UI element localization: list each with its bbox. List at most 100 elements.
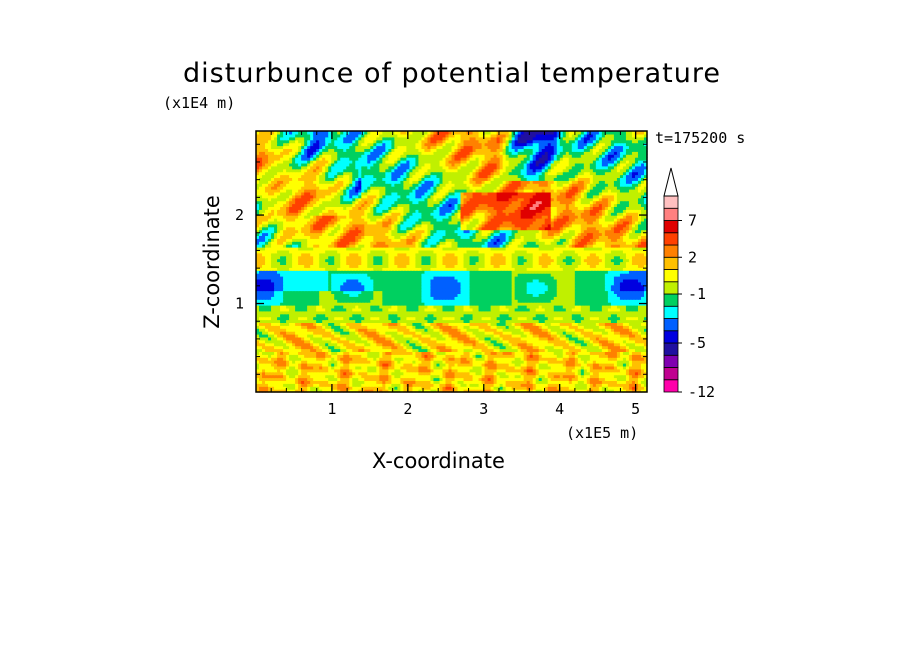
contour-cell xyxy=(259,281,263,286)
contour-cell xyxy=(433,307,438,312)
contour-cell xyxy=(343,348,347,352)
contour-cell xyxy=(625,290,630,294)
contour-cell xyxy=(388,357,392,361)
contour-cell xyxy=(580,319,585,323)
contour-cell xyxy=(277,368,281,373)
contour-cell xyxy=(343,386,347,390)
contour-cell xyxy=(364,322,368,326)
contour-cell xyxy=(583,313,588,318)
contour-cell xyxy=(604,307,609,312)
contour-cell xyxy=(370,299,374,303)
contour-cell xyxy=(286,368,290,373)
contour-cell xyxy=(349,357,353,361)
contour-cell xyxy=(628,363,633,367)
contour-cell xyxy=(442,331,447,335)
contour-cell xyxy=(262,360,266,364)
contour-cell xyxy=(337,305,341,309)
contour-cell xyxy=(298,357,302,361)
contour-cell xyxy=(550,287,555,292)
contour-cell xyxy=(598,313,603,318)
contour-cell xyxy=(259,319,263,323)
contour-cell xyxy=(313,386,317,390)
contour-cell xyxy=(427,313,432,318)
contour-cell xyxy=(424,348,429,352)
contour-cell xyxy=(370,371,374,376)
contour-cell xyxy=(262,377,266,381)
contour-cell xyxy=(511,389,516,393)
contour-cell xyxy=(532,374,537,379)
contour-cell xyxy=(259,342,263,347)
contour-cell xyxy=(553,310,558,315)
contour-cell xyxy=(358,334,362,338)
contour-cell xyxy=(349,305,353,309)
contour-cell xyxy=(487,360,492,364)
contour-cell xyxy=(502,305,507,309)
contour-cell xyxy=(568,386,573,390)
contour-cell xyxy=(298,354,302,358)
contour-cell xyxy=(583,348,588,352)
contour-cell xyxy=(643,287,648,292)
contour-cell xyxy=(625,342,630,347)
contour-cell xyxy=(541,336,546,341)
contour-cell xyxy=(637,296,642,300)
contour-cell xyxy=(394,351,398,355)
contour-cell xyxy=(613,296,618,300)
contour-cell xyxy=(595,281,600,286)
contour-cell xyxy=(583,310,588,315)
contour-cell xyxy=(256,351,260,355)
contour-cell xyxy=(292,284,296,289)
contour-cell xyxy=(469,380,474,384)
contour-cell xyxy=(463,287,468,292)
contour-cell xyxy=(619,322,624,326)
contour-cell xyxy=(532,368,537,373)
contour-cell xyxy=(379,339,383,344)
contour-cell xyxy=(430,316,435,321)
contour-cell xyxy=(418,377,423,381)
contour-cell xyxy=(457,351,462,355)
contour-cell xyxy=(547,305,552,309)
contour-cell xyxy=(496,284,501,289)
contour-cell xyxy=(322,322,326,326)
contour-cell xyxy=(430,331,435,335)
contour-cell xyxy=(529,316,534,321)
contour-cell xyxy=(334,310,338,315)
contour-cell xyxy=(640,313,645,318)
contour-cell xyxy=(529,342,534,347)
contour-cell xyxy=(562,281,567,286)
contour-cell xyxy=(541,389,546,393)
contour-cell xyxy=(412,293,417,297)
contour-cell xyxy=(445,380,450,384)
contour-cell xyxy=(367,334,371,338)
contour-cell xyxy=(490,334,495,338)
contour-cell xyxy=(589,365,594,370)
contour-cell xyxy=(613,342,618,347)
contour-cell xyxy=(496,368,501,373)
contour-cell xyxy=(295,334,299,338)
contour-cell xyxy=(352,363,356,367)
contour-cell xyxy=(517,363,522,367)
contour-cell xyxy=(280,281,284,286)
contour-cell xyxy=(394,307,398,312)
contour-cell xyxy=(613,313,618,318)
contour-cell xyxy=(352,351,356,355)
contour-cell xyxy=(355,348,359,352)
contour-cell xyxy=(577,345,582,350)
contour-cell xyxy=(505,319,510,323)
contour-cell xyxy=(415,354,420,358)
contour-cell xyxy=(604,287,609,292)
contour-cell xyxy=(571,293,576,297)
contour-cell xyxy=(361,368,365,373)
contour-cell xyxy=(586,365,591,370)
contour-cell xyxy=(409,334,413,338)
contour-cell xyxy=(328,357,332,361)
contour-cell xyxy=(436,328,441,332)
contour-cell xyxy=(436,325,441,329)
contour-cell xyxy=(517,319,522,323)
contour-cell xyxy=(472,363,477,367)
contour-cell xyxy=(382,389,386,393)
contour-cell xyxy=(334,351,338,355)
contour-cell xyxy=(541,284,546,289)
contour-cell xyxy=(418,296,423,300)
contour-cell xyxy=(280,328,284,332)
contour-cell xyxy=(640,345,645,350)
